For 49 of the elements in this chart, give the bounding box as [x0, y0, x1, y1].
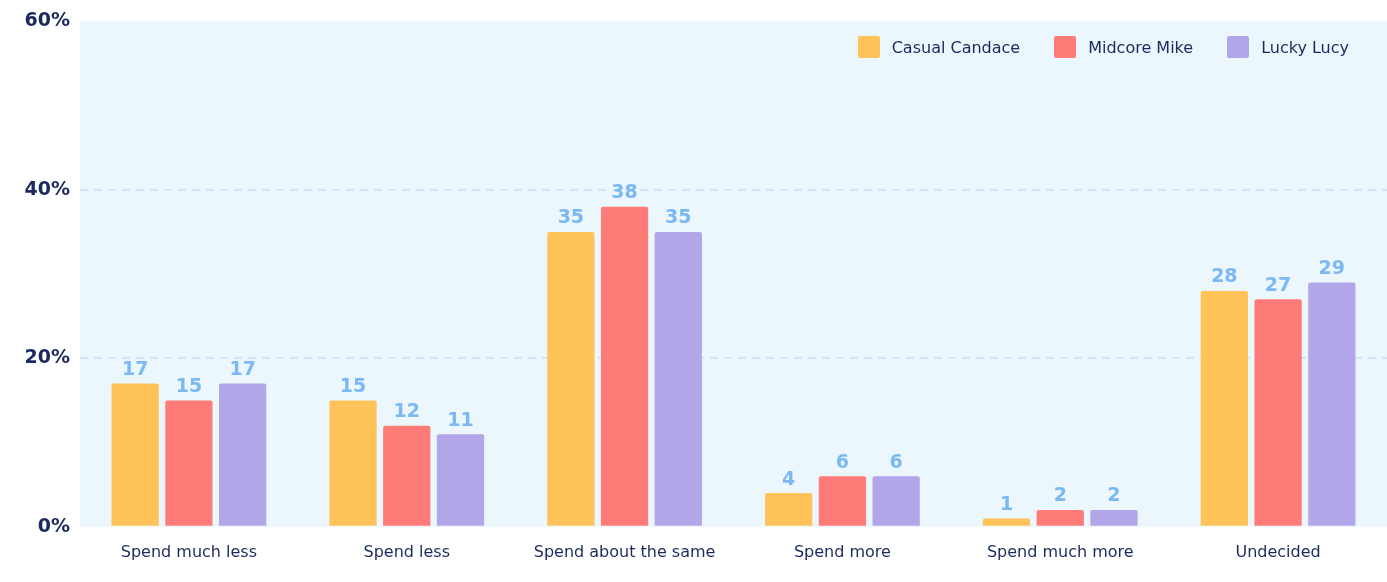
data-label: 2 [1053, 483, 1067, 506]
data-label: 1 [999, 491, 1014, 514]
bar [654, 231, 702, 526]
y-tick-label: 0% [37, 513, 70, 536]
legend-label: Midcore Mike [1088, 37, 1194, 57]
data-label: 17 [229, 357, 256, 380]
bar [1200, 290, 1248, 526]
data-label: 11 [447, 407, 474, 430]
x-tick-label: Spend much less [120, 541, 258, 561]
bar [219, 383, 267, 526]
y-tick-label: 60% [24, 8, 70, 31]
data-label: 15 [339, 373, 367, 396]
data-label: 15 [175, 373, 203, 396]
data-label: 35 [665, 205, 692, 228]
bar [600, 206, 649, 526]
data-label: 12 [393, 399, 420, 422]
data-label: 6 [889, 449, 903, 472]
data-label: 28 [1211, 264, 1238, 287]
data-label: 27 [1264, 272, 1292, 295]
y-tick-label: 20% [24, 345, 70, 368]
bar [818, 476, 867, 526]
x-tick-label: Spend much more [986, 541, 1134, 561]
data-label: 4 [782, 466, 796, 489]
bar [383, 425, 431, 526]
bar [1090, 509, 1138, 526]
bar [1254, 299, 1302, 526]
y-tick-label: 40% [24, 176, 70, 199]
bar [436, 434, 485, 526]
x-tick-label: Spend about the same [533, 541, 716, 561]
bar [765, 493, 813, 526]
data-label: 17 [121, 357, 149, 380]
data-label: 2 [1107, 483, 1121, 506]
data-label: 38 [611, 180, 638, 203]
data-label: 29 [1318, 255, 1346, 278]
bar [982, 518, 1031, 526]
data-label: 35 [557, 205, 585, 228]
data-label: 6 [835, 449, 850, 472]
bar [165, 400, 213, 526]
bar [872, 476, 920, 526]
bar [329, 400, 377, 526]
x-tick-label: Undecided [1235, 541, 1321, 561]
bar [1036, 509, 1084, 526]
x-tick-label: Spend less [363, 541, 450, 561]
x-tick-label: Spend more [793, 541, 891, 561]
bar [547, 231, 595, 526]
legend-label: Lucky Lucy [1261, 37, 1349, 57]
legend-label: Casual Candace [891, 37, 1021, 57]
bar [1308, 282, 1356, 526]
bar [111, 383, 159, 526]
